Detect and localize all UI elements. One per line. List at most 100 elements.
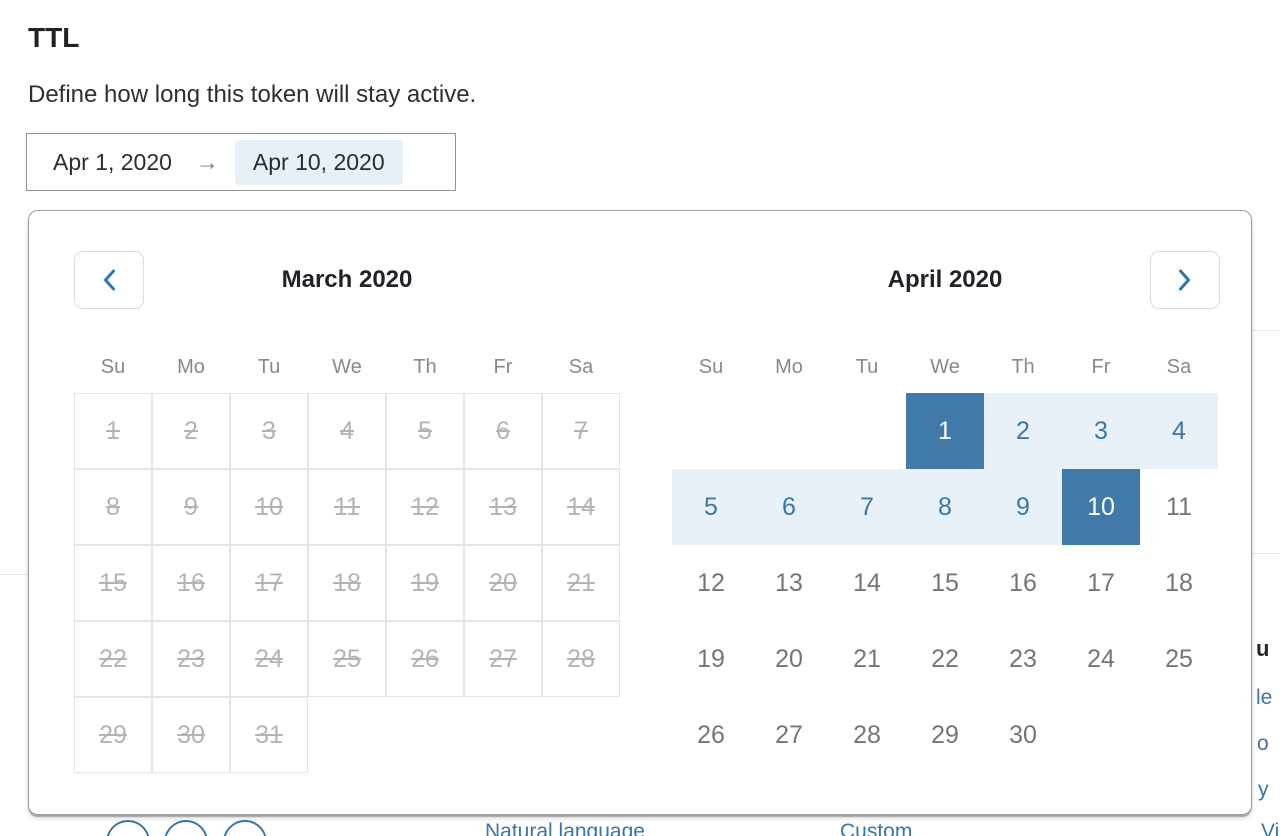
calendar-day[interactable]: 12 [697,568,725,597]
calendar-day: 17 [230,545,308,621]
calendar-day: 16 [152,545,230,621]
calendar-day[interactable]: 8 [906,469,984,545]
calendar-day[interactable]: 2 [984,393,1062,469]
calendar-day: 2 [152,393,230,469]
background-link-fragment[interactable]: o [1257,732,1269,755]
weekday-label: Mo [177,356,205,378]
page-title: TTL [28,22,80,53]
arrow-right-icon: → [195,148,219,175]
calendar-day[interactable]: 25 [1165,644,1193,673]
background-circle-button[interactable] [223,820,267,836]
calendar-day[interactable]: 20 [775,644,803,673]
background-circle-button[interactable] [106,820,150,836]
calendar-day: 6 [464,393,542,469]
calendar-day: 31 [230,697,308,773]
calendar-grid-march: 1 2 3 4 5 6 7 8 9 10 11 12 13 14 15 16 17 18 19 20 21 22 23 24 2… [74,393,620,773]
calendar-day: 4 [308,393,386,469]
weekday-header-row: Su Mo Tu We Th Fr Sa [74,355,620,379]
calendar-pane-april: April 2020 Su Mo Tu We Th Fr Sa 1 2 3 4 5 6 7 8 9 10 11 1… [672,251,1218,773]
calendar-day[interactable]: 17 [1087,568,1115,597]
calendar-day[interactable]: 14 [853,568,881,597]
calendar-day[interactable]: 6 [750,469,828,545]
calendar-day: 30 [152,697,230,773]
calendar-day[interactable]: 4 [1140,393,1218,469]
calendar-day[interactable]: 5 [672,469,750,545]
weekday-label: We [332,356,362,378]
calendar-day[interactable]: 11 [1166,492,1192,521]
calendar-day: 21 [542,545,620,621]
calendar-day: 19 [386,545,464,621]
background-link-view[interactable]: View [1261,820,1280,836]
calendar-day[interactable]: 21 [853,644,881,673]
weekday-label: Th [1011,356,1035,378]
calendar-day[interactable]: 9 [984,469,1062,545]
calendar-day: 3 [230,393,308,469]
background-heading-fragment: u [1256,636,1270,661]
calendar-day[interactable]: 7 [828,469,906,545]
calendar-day: 1 [74,393,152,469]
date-range-input[interactable]: Apr 1, 2020 → Apr 10, 2020 [26,133,456,191]
calendar-day[interactable]: 26 [697,720,725,749]
calendar-day: 23 [152,621,230,697]
end-date-value[interactable]: Apr 10, 2020 [234,139,403,185]
calendar-day[interactable]: 30 [1009,720,1037,749]
calendar-day: 10 [230,469,308,545]
calendar-day: 11 [308,469,386,545]
calendar-day: 14 [542,469,620,545]
calendar-day[interactable]: 18 [1165,568,1193,597]
weekday-label: Fr [1091,356,1111,378]
month-title: March 2020 [281,266,413,293]
calendar-day: 12 [386,469,464,545]
chevron-right-icon [1179,269,1190,291]
calendar-day[interactable]: 16 [1009,568,1037,597]
weekday-label: Su [100,356,126,378]
weekday-label: Sa [1166,356,1192,378]
calendar-day: 20 [464,545,542,621]
background-circle-button[interactable] [164,820,208,836]
calendar-day: 25 [308,621,386,697]
calendar-day: 18 [308,545,386,621]
weekday-label: Th [413,356,437,378]
calendar-day: 13 [464,469,542,545]
calendar-popup: March 2020 Su Mo Tu We Th Fr Sa 1 2 3 4 5 6 7 8 9 10 11 1… [28,210,1252,815]
calendar-day[interactable]: 29 [931,720,959,749]
calendar-day: 22 [74,621,152,697]
calendar-day: 5 [386,393,464,469]
background-link-natural-language[interactable]: Natural language [485,820,645,836]
calendar-day[interactable]: 28 [853,720,881,749]
calendar-day[interactable]: 19 [697,644,725,673]
start-date-value[interactable]: Apr 1, 2020 [53,148,172,175]
page-subtitle: Define how long this token will stay act… [28,81,477,108]
calendar-day[interactable]: 10 [1062,469,1140,545]
weekday-label: Su [698,356,724,378]
calendar-day[interactable]: 15 [931,568,959,597]
calendar-day: 15 [74,545,152,621]
previous-month-button[interactable] [74,251,144,309]
calendar-day: 8 [74,469,152,545]
weekday-label: Sa [568,356,594,378]
calendar-day[interactable]: 23 [1009,644,1037,673]
calendar-day[interactable]: 1 [906,393,984,469]
calendar-day[interactable]: 22 [931,644,959,673]
weekday-label: Tu [257,356,281,378]
calendar-day-blank [672,393,750,469]
next-month-button[interactable] [1150,251,1220,309]
month-title: April 2020 [887,266,1003,293]
background-link-fragment[interactable]: y [1258,778,1269,801]
calendar-day[interactable]: 3 [1062,393,1140,469]
calendar-day: 28 [542,621,620,697]
calendar-day-blank [750,393,828,469]
calendar-day: 29 [74,697,152,773]
calendar-grid-april: 1 2 3 4 5 6 7 8 9 10 11 12 13 14 15 16 17 18 19 20 21 22 23 24 2… [672,393,1218,773]
calendar-day[interactable]: 13 [775,568,803,597]
chevron-left-icon [104,269,115,291]
calendar-day[interactable]: 27 [775,720,803,749]
weekday-label: Tu [855,356,879,378]
background-link-fragment[interactable]: le [1256,686,1273,709]
background-link-custom[interactable]: Custom [840,820,913,836]
calendar-day[interactable]: 24 [1087,644,1115,673]
weekday-label: Mo [775,356,803,378]
calendar-day: 24 [230,621,308,697]
weekday-label: Fr [493,356,513,378]
